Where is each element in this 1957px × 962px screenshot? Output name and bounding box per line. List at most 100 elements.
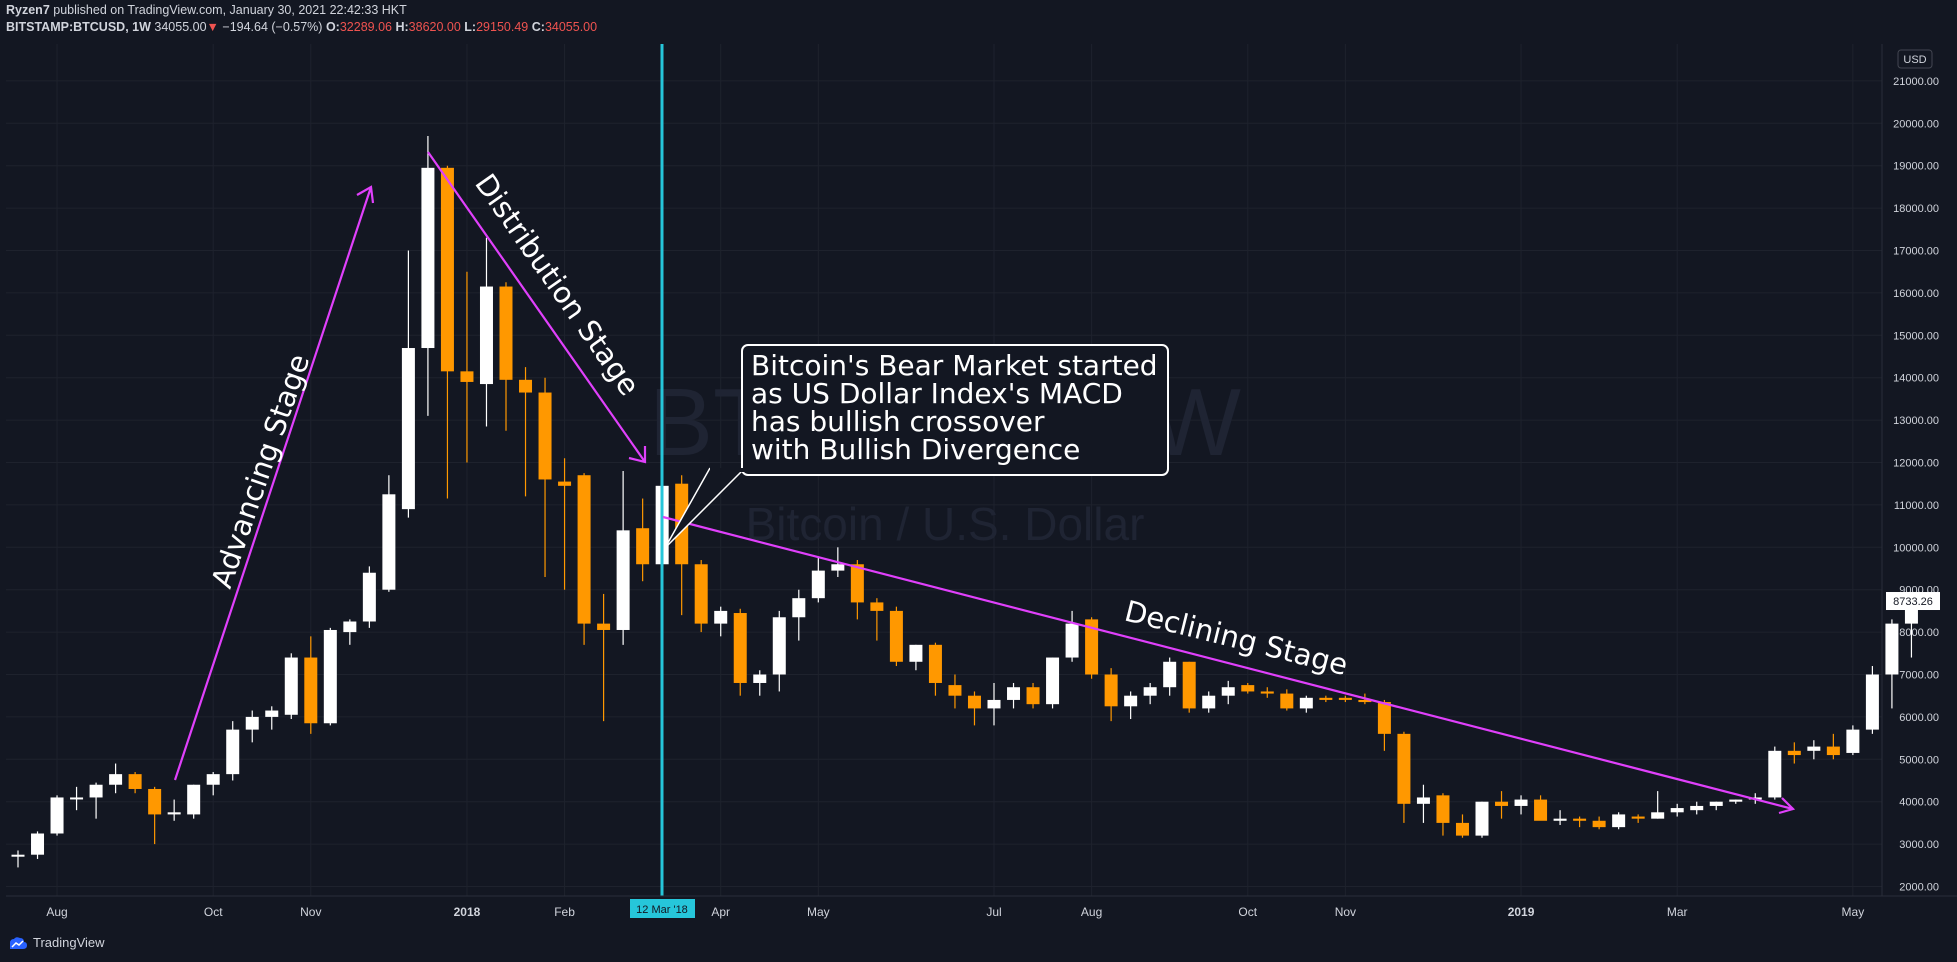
candle (1455, 814, 1469, 838)
candle (1553, 810, 1567, 826)
candle-body (362, 572, 376, 622)
candle (128, 772, 142, 794)
candle (1182, 661, 1196, 713)
tradingview-brand: TradingView (33, 935, 105, 950)
price-tick-label: 2000.00 (1899, 882, 1939, 894)
candle (1280, 689, 1294, 711)
candle (1573, 816, 1587, 828)
author-name[interactable]: Ryzen7 (6, 3, 50, 17)
candle (1534, 795, 1548, 821)
candle (1260, 687, 1274, 698)
candle-body (11, 854, 25, 857)
candle-body (1319, 697, 1333, 700)
candle (1104, 668, 1118, 722)
candle (323, 627, 337, 726)
candle (1124, 691, 1138, 720)
candle (1319, 695, 1333, 703)
candle (1729, 799, 1743, 804)
candle-body (70, 797, 84, 800)
candle (577, 473, 591, 645)
high-value: 38620.00 (408, 20, 461, 34)
candle-body (1124, 695, 1138, 707)
symbol-label[interactable]: BITSTAMP:BTCUSD, 1W (6, 20, 151, 34)
candle-body (967, 695, 981, 709)
candle (1865, 666, 1879, 734)
tradingview-logo[interactable]: TradingView (6, 935, 105, 950)
candle (616, 470, 630, 645)
time-tick-label: Apr (711, 905, 730, 919)
distribution-arrow[interactable] (427, 151, 647, 464)
candle (1612, 812, 1626, 830)
candle (1416, 784, 1430, 823)
time-axis[interactable]: Aug Oct Nov 2018 Feb Apr May Jul Aug Oct Nov 2019 Ma… (46, 905, 1864, 919)
candle (1065, 610, 1079, 662)
candle (31, 831, 45, 859)
candle-body (636, 528, 650, 565)
declining-trendline[interactable] (662, 515, 1796, 815)
candle-body (1358, 699, 1372, 703)
candle (519, 367, 533, 497)
candle-body (304, 657, 318, 724)
candle (928, 642, 942, 696)
candle (1377, 699, 1391, 751)
candle (1475, 801, 1489, 838)
candle-body (772, 617, 786, 675)
callout-box[interactable]: Bitcoin's Bear Market started as US Doll… (664, 344, 1169, 549)
candle-body (714, 610, 728, 624)
candle (538, 377, 552, 577)
price-tick-label: 16000.00 (1893, 288, 1939, 300)
candle-body (1475, 801, 1489, 836)
candle (1651, 791, 1665, 819)
time-tick-label: Mar (1667, 905, 1688, 919)
candle (1495, 791, 1509, 819)
candle (753, 670, 767, 696)
candle (1163, 657, 1177, 696)
candle (811, 557, 825, 603)
candle (967, 691, 981, 726)
price-tick-label: 3000.00 (1899, 839, 1939, 851)
price-tick-label: 10000.00 (1893, 542, 1939, 554)
distribution-stage-label: Distribution Stage (468, 168, 646, 402)
candle-body (733, 613, 747, 683)
price-tick-label: 4000.00 (1899, 797, 1939, 809)
price-tick-label: 13000.00 (1893, 415, 1939, 427)
candle (167, 799, 181, 821)
candle-body (694, 564, 708, 624)
candle-body (1553, 818, 1567, 821)
candle (733, 608, 747, 696)
open-value: 32289.06 (339, 20, 392, 34)
candle (440, 165, 454, 499)
time-tick-label: Oct (204, 905, 223, 919)
candle-body (1826, 746, 1840, 756)
candle (1846, 725, 1860, 756)
close-value: 34055.00 (544, 20, 598, 34)
candle-body (479, 286, 493, 385)
candle-body (421, 167, 435, 349)
candle (1221, 680, 1235, 705)
candle-body (948, 685, 962, 696)
candle-body (1046, 657, 1060, 705)
candle-body (1397, 733, 1411, 804)
time-tick-label: Aug (1081, 905, 1102, 919)
candle (714, 606, 728, 637)
price-axis[interactable]: 2000.00 3000.00 4000.00 5000.00 6000.00 7000.… (6, 44, 1957, 897)
candle (636, 498, 650, 582)
candle (1026, 682, 1040, 709)
candle (89, 782, 103, 819)
advancing-arrow[interactable] (173, 185, 375, 781)
candle-body (1729, 799, 1743, 802)
candle-body (577, 475, 591, 624)
candle-body (1768, 750, 1782, 798)
currency-badge[interactable]: USD (1897, 49, 1933, 69)
close-label: C: (531, 20, 545, 34)
candle-body (1007, 687, 1021, 700)
price-tick-label: 15000.00 (1893, 330, 1939, 342)
candle-body (987, 699, 1001, 709)
price-tick-label: 14000.00 (1893, 373, 1939, 385)
price-tick-label: 6000.00 (1899, 712, 1939, 724)
chart-header: Ryzen7 published on TradingView.com, Jan… (0, 0, 1957, 42)
candle (675, 475, 689, 616)
candle-body (1846, 729, 1860, 753)
candle (1885, 619, 1899, 709)
